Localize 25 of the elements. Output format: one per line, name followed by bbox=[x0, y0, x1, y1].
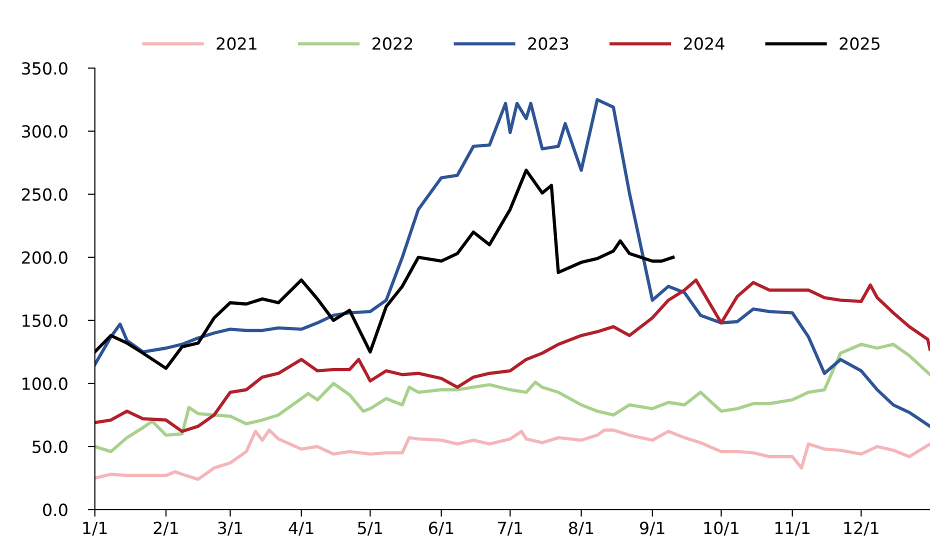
y-tick-label: 300.0 bbox=[22, 125, 68, 138]
y-tick-label: 350.0 bbox=[22, 62, 68, 75]
x-tick-label: 3/1 bbox=[218, 522, 242, 536]
x-tick-label: 8/1 bbox=[568, 522, 594, 536]
y-tick-label: 150.0 bbox=[22, 314, 68, 327]
legend-label: 2023 bbox=[528, 37, 568, 50]
y-tick-label: 100.0 bbox=[22, 377, 68, 390]
x-tick-label: 10/1 bbox=[704, 522, 738, 536]
x-tick-label: 11/1 bbox=[775, 522, 810, 536]
x-tick-label: 7/1 bbox=[498, 522, 522, 536]
x-tick-label: 5/1 bbox=[358, 522, 382, 536]
x-tick-label: 6/1 bbox=[429, 522, 454, 536]
x-tick-label: 2/1 bbox=[154, 522, 178, 536]
y-tick-label: 200.0 bbox=[22, 251, 68, 264]
y-tick-label: 50.0 bbox=[32, 440, 68, 454]
x-tick-label: 12/1 bbox=[844, 522, 878, 536]
legend-label: 2022 bbox=[372, 37, 412, 50]
legend-label: 2021 bbox=[216, 37, 256, 50]
x-tick-label: 1/1 bbox=[83, 522, 107, 536]
x-tick-label: 9/1 bbox=[640, 522, 664, 536]
y-tick-label: 250.0 bbox=[22, 188, 68, 201]
legend-label: 2025 bbox=[840, 37, 880, 50]
y-tick-label: 0.0 bbox=[43, 504, 68, 516]
x-tick-label: 4/1 bbox=[288, 522, 314, 536]
legend-label: 2024 bbox=[684, 37, 724, 50]
